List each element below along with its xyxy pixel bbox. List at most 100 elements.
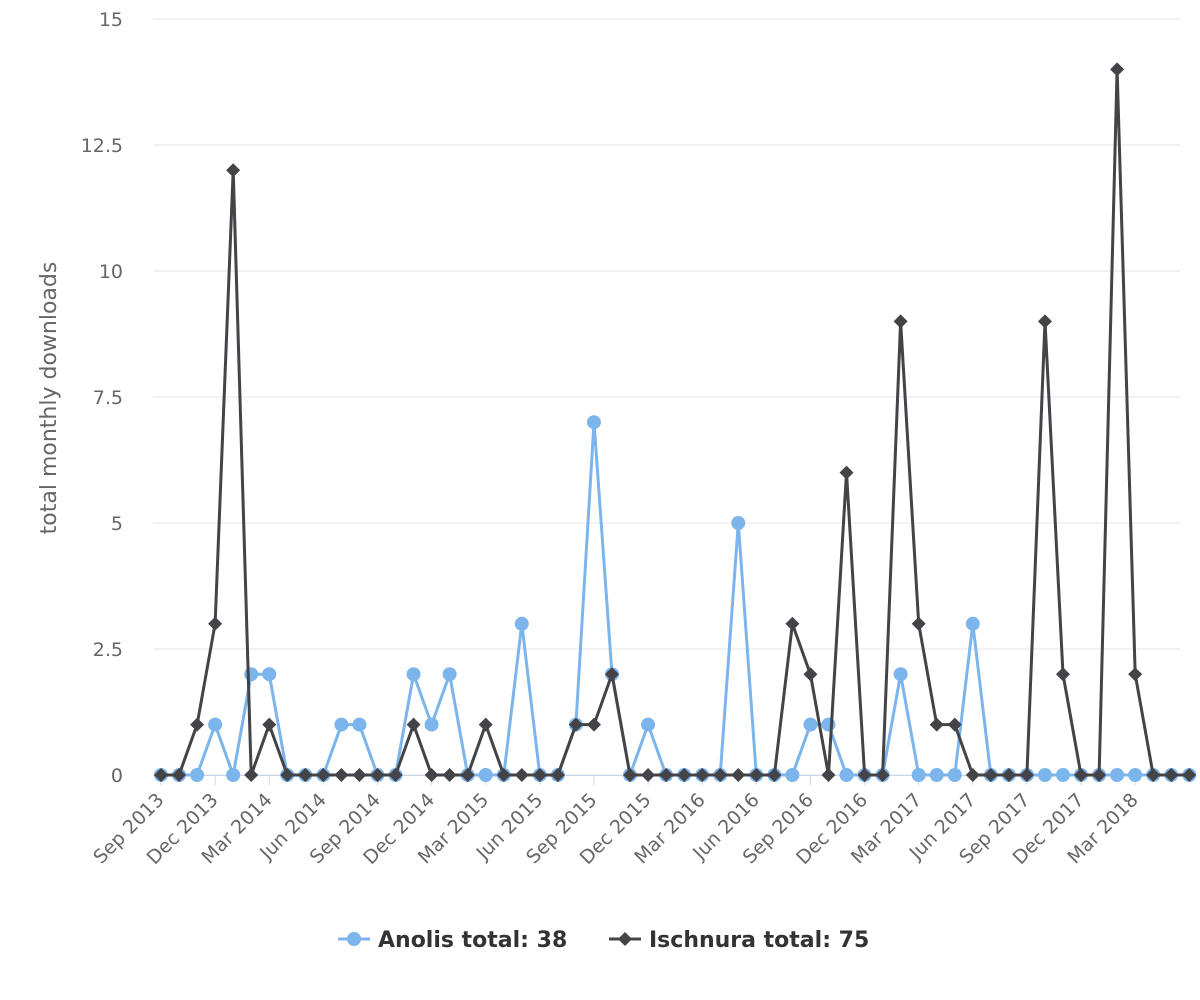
data-point <box>1037 314 1052 329</box>
data-point <box>803 667 818 682</box>
legend-item-anolis[interactable]: Anolis total: 38 <box>338 928 567 953</box>
data-point <box>1146 768 1161 782</box>
data-point <box>965 616 980 631</box>
data-point <box>442 667 457 682</box>
gridlines <box>153 18 1180 776</box>
data-point <box>442 768 457 782</box>
data-point <box>514 616 529 631</box>
y-axis-ticks: 0 2.5 5 7.5 10 12.5 15 <box>81 9 123 787</box>
legend-label: Anolis total: 38 <box>378 928 567 953</box>
series-group <box>154 62 1197 782</box>
data-point <box>1182 768 1197 782</box>
y-tick-label: 10 <box>99 261 123 283</box>
data-point <box>821 768 836 782</box>
data-point <box>785 616 800 631</box>
data-point <box>244 768 259 782</box>
data-point <box>677 768 692 782</box>
data-point <box>370 768 385 782</box>
data-point <box>190 717 205 732</box>
data-point <box>785 768 800 782</box>
data-point <box>1001 768 1016 782</box>
data-point <box>659 768 674 782</box>
legend-label: Ischnura total: 75 <box>649 928 869 953</box>
data-point <box>388 768 403 782</box>
data-point <box>298 768 313 782</box>
data-point <box>1128 667 1143 682</box>
data-point <box>641 717 656 732</box>
data-point <box>190 768 205 782</box>
data-point <box>334 768 349 782</box>
data-point <box>514 768 529 782</box>
data-point <box>208 616 223 631</box>
data-point <box>857 768 872 782</box>
data-point <box>226 163 241 178</box>
data-point <box>280 768 295 782</box>
data-point <box>929 717 944 732</box>
y-tick-label: 0 <box>111 765 123 787</box>
data-point <box>262 667 277 682</box>
data-point <box>839 465 854 480</box>
y-tick-label: 12.5 <box>81 135 123 157</box>
data-point <box>821 717 836 732</box>
data-point <box>424 717 439 732</box>
data-point <box>929 768 944 782</box>
data-point <box>244 667 259 682</box>
data-point <box>478 717 493 732</box>
data-point <box>1074 768 1089 782</box>
data-point <box>154 768 168 782</box>
series-line <box>159 67 1191 777</box>
data-point <box>1128 768 1143 782</box>
data-point <box>352 768 367 782</box>
data-point <box>1019 768 1034 782</box>
y-tick-label: 7.5 <box>93 387 123 409</box>
data-point <box>965 768 980 782</box>
data-point <box>1164 768 1179 782</box>
data-point <box>893 314 908 329</box>
data-point <box>406 717 421 732</box>
data-point <box>316 768 331 782</box>
legend-marker <box>347 932 361 946</box>
data-point <box>947 768 962 782</box>
data-point <box>460 768 475 782</box>
y-axis-title: total monthly downloads <box>37 262 62 535</box>
data-point <box>1037 768 1052 782</box>
y-tick-label: 2.5 <box>93 639 123 661</box>
data-point <box>208 717 223 732</box>
data-point <box>767 768 782 782</box>
data-point <box>641 768 656 782</box>
data-point <box>226 768 241 782</box>
data-point <box>496 768 511 782</box>
data-point <box>911 616 926 631</box>
data-point <box>406 667 421 682</box>
data-point <box>478 768 493 782</box>
data-point <box>875 768 890 782</box>
data-point <box>731 768 746 782</box>
data-point <box>749 768 764 782</box>
data-point <box>262 717 277 732</box>
data-point <box>532 768 547 782</box>
series-ischnura <box>154 62 1197 782</box>
data-point <box>911 768 926 782</box>
data-point <box>1092 768 1107 782</box>
y-tick-label: 5 <box>111 513 123 535</box>
data-point <box>803 717 818 732</box>
legend[interactable]: Anolis total: 38 Ischnura total: 75 <box>338 928 869 953</box>
data-point <box>605 667 619 682</box>
data-point <box>1110 768 1125 782</box>
data-point <box>550 768 565 782</box>
data-point <box>568 717 583 732</box>
data-point <box>352 717 367 732</box>
legend-item-ischnura[interactable]: Ischnura total: 75 <box>609 928 869 953</box>
data-point <box>172 768 187 782</box>
data-point <box>586 717 601 732</box>
data-point <box>695 768 710 782</box>
data-point <box>893 667 908 682</box>
data-point <box>424 768 439 782</box>
data-point <box>1056 667 1070 682</box>
data-point <box>1110 62 1125 77</box>
data-point <box>839 768 854 782</box>
legend-marker <box>618 932 632 946</box>
data-point <box>586 415 601 430</box>
data-point <box>983 768 998 782</box>
